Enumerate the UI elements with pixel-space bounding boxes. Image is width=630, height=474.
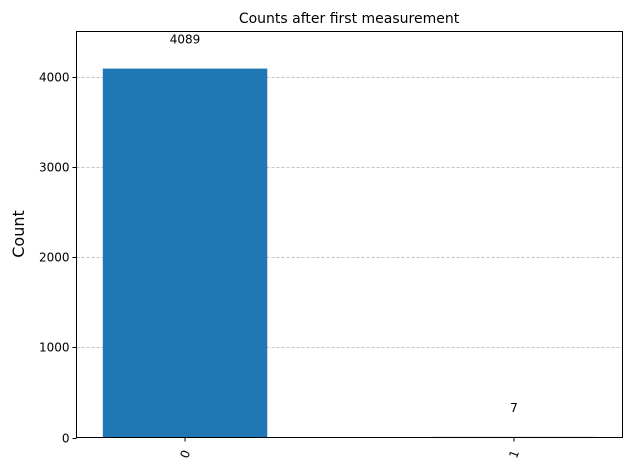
plot-frame xyxy=(76,31,623,438)
bar-0 xyxy=(102,68,268,438)
y-tick-label: 4000 xyxy=(39,71,70,85)
y-tick-label: 0 xyxy=(62,432,70,446)
y-axis-label: Count xyxy=(9,210,28,258)
y-tick-label: 3000 xyxy=(39,161,70,175)
y-tick-label: 2000 xyxy=(39,251,70,265)
x-tick-label: 0 xyxy=(177,448,193,460)
chart-title: Counts after first measurement xyxy=(239,11,460,27)
x-tick-label: 1 xyxy=(506,448,522,460)
y-tick-label: 1000 xyxy=(39,341,70,355)
bar-data-label: 7 xyxy=(510,401,518,415)
bar-data-label: 4089 xyxy=(170,33,201,47)
